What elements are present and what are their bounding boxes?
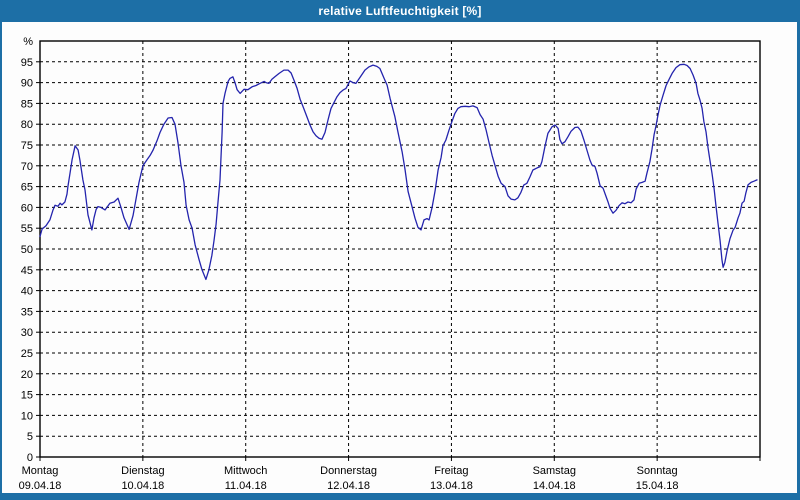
y-axis-label: 85 <box>21 98 33 110</box>
x-axis-day-label: Dienstag <box>121 465 164 477</box>
x-axis-date-label: 14.04.18 <box>533 480 576 492</box>
x-axis-date-label: 09.04.18 <box>19 480 62 492</box>
x-axis-day-label: Sonntag <box>637 465 678 477</box>
y-axis-label: 15 <box>21 390 33 402</box>
x-axis-date-label: 15.04.18 <box>636 480 679 492</box>
y-axis-label: 55 <box>21 223 33 235</box>
x-axis-date-label: 12.04.18 <box>327 480 370 492</box>
y-axis-label: 45 <box>21 265 33 277</box>
chart-area <box>2 22 797 493</box>
title-bar: relative Luftfeuchtigkeit [%] <box>0 0 800 22</box>
y-axis-label: 10 <box>21 410 33 422</box>
x-axis-day-label: Donnerstag <box>320 465 377 477</box>
y-axis-label: 65 <box>21 182 33 194</box>
y-axis-label: 0 <box>27 452 33 464</box>
y-axis-label: 60 <box>21 202 33 214</box>
y-axis-label: 80 <box>21 119 33 131</box>
x-axis-day-label: Freitag <box>434 465 468 477</box>
y-axis-label: 40 <box>21 286 33 298</box>
x-axis-day-label: Mittwoch <box>224 465 267 477</box>
y-axis-label: 75 <box>21 140 33 152</box>
y-axis-label: 95 <box>21 57 33 69</box>
x-axis-day-label: Samstag <box>533 465 576 477</box>
y-axis-label: 25 <box>21 348 33 360</box>
y-axis-label: 50 <box>21 244 33 256</box>
y-axis-label: 70 <box>21 161 33 173</box>
y-axis-label: 20 <box>21 369 33 381</box>
y-axis-label: 90 <box>21 78 33 90</box>
y-axis-unit-label: % <box>23 36 33 48</box>
y-axis-label: 35 <box>21 306 33 318</box>
x-axis-day-label: Montag <box>22 465 59 477</box>
humidity-line <box>39 63 758 281</box>
y-axis-label: 30 <box>21 327 33 339</box>
y-axis-label: 5 <box>27 431 33 443</box>
x-axis-date-label: 13.04.18 <box>430 480 473 492</box>
window-title: relative Luftfeuchtigkeit [%] <box>318 4 482 18</box>
x-axis-date-label: 10.04.18 <box>121 480 164 492</box>
x-axis-date-label: 11.04.18 <box>225 480 267 492</box>
